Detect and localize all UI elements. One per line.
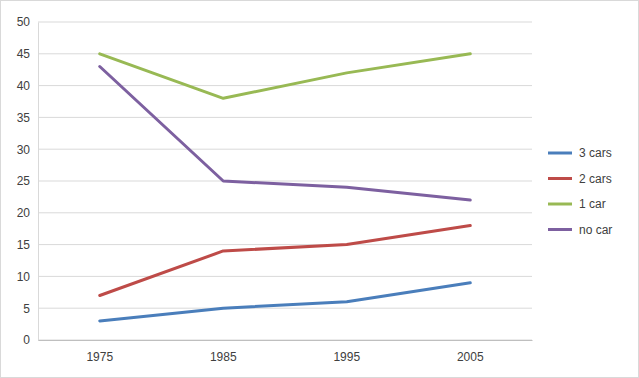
legend-item: no car [548, 223, 612, 237]
legend-label: 1 car [579, 197, 606, 211]
chart: 0 5 10 15 20 25 30 35 40 45 50 1975 1985 1995 2005 3 ca… [0, 0, 639, 378]
y-tick: 0 [23, 333, 38, 347]
legend: 3 cars 2 cars 1 car no car [548, 146, 612, 237]
y-tick-label: 5 [23, 302, 30, 316]
grid-line [38, 244, 532, 245]
y-tick-label: 0 [23, 333, 30, 347]
plot-area: 0 5 10 15 20 25 30 35 40 45 50 1975 1985 1995 2005 [17, 15, 533, 363]
y-tick-label: 35 [17, 111, 31, 125]
legend-swatch [548, 228, 572, 231]
grid-line [38, 22, 532, 23]
grid-line [38, 181, 532, 182]
series-line [100, 67, 471, 201]
legend-item: 2 cars [548, 172, 612, 186]
legend-label: no car [579, 223, 612, 237]
grid-line [38, 117, 532, 118]
legend-label: 3 cars [579, 146, 612, 160]
y-tick-label: 10 [17, 270, 31, 284]
x-tick: 2005 [457, 340, 484, 364]
y-tick-label: 15 [17, 238, 31, 252]
y-tick-label: 40 [17, 79, 31, 93]
grid-line [38, 53, 532, 54]
y-tick-label: 25 [17, 174, 31, 188]
x-tick: 1995 [333, 340, 360, 364]
x-tick: 1985 [210, 340, 237, 364]
series-line [100, 226, 471, 296]
legend-label: 2 cars [579, 172, 612, 186]
legend-item: 3 cars [548, 146, 612, 160]
grid-line [38, 149, 532, 150]
x-tick: 1975 [86, 340, 113, 364]
grid-line [38, 276, 532, 277]
series-line [100, 283, 471, 321]
y-tick: 45 [17, 47, 38, 61]
grid [38, 22, 532, 340]
x-tick-label: 1975 [86, 350, 113, 364]
y-tick: 20 [17, 206, 38, 220]
series-line [100, 54, 471, 99]
y-axis-line [38, 23, 39, 341]
y-tick: 35 [17, 111, 38, 125]
y-tick-label: 45 [17, 47, 31, 61]
x-tick-label: 2005 [457, 350, 484, 364]
y-tick: 40 [17, 79, 38, 93]
y-tick: 15 [17, 238, 38, 252]
series-lines [100, 54, 471, 321]
y-tick: 30 [17, 143, 38, 157]
chart-background [1, 1, 639, 378]
x-axis: 1975 1985 1995 2005 [39, 340, 533, 364]
y-tick-label: 30 [17, 143, 31, 157]
y-tick: 5 [23, 302, 38, 316]
legend-item: 1 car [548, 197, 606, 211]
legend-swatch [548, 203, 572, 206]
x-tick-label: 1995 [333, 350, 360, 364]
grid-line [38, 308, 532, 309]
x-tick-label: 1985 [210, 350, 237, 364]
x-axis-line [39, 340, 533, 341]
y-tick: 50 [17, 15, 38, 29]
legend-swatch [548, 177, 572, 180]
y-axis: 0 5 10 15 20 25 30 35 40 45 50 [17, 15, 39, 347]
legend-swatch [548, 152, 572, 155]
y-tick: 25 [17, 174, 38, 188]
y-tick-label: 50 [17, 15, 31, 29]
y-tick-label: 20 [17, 206, 31, 220]
grid-line [38, 212, 532, 213]
y-tick: 10 [17, 270, 38, 284]
grid-line [38, 340, 532, 341]
